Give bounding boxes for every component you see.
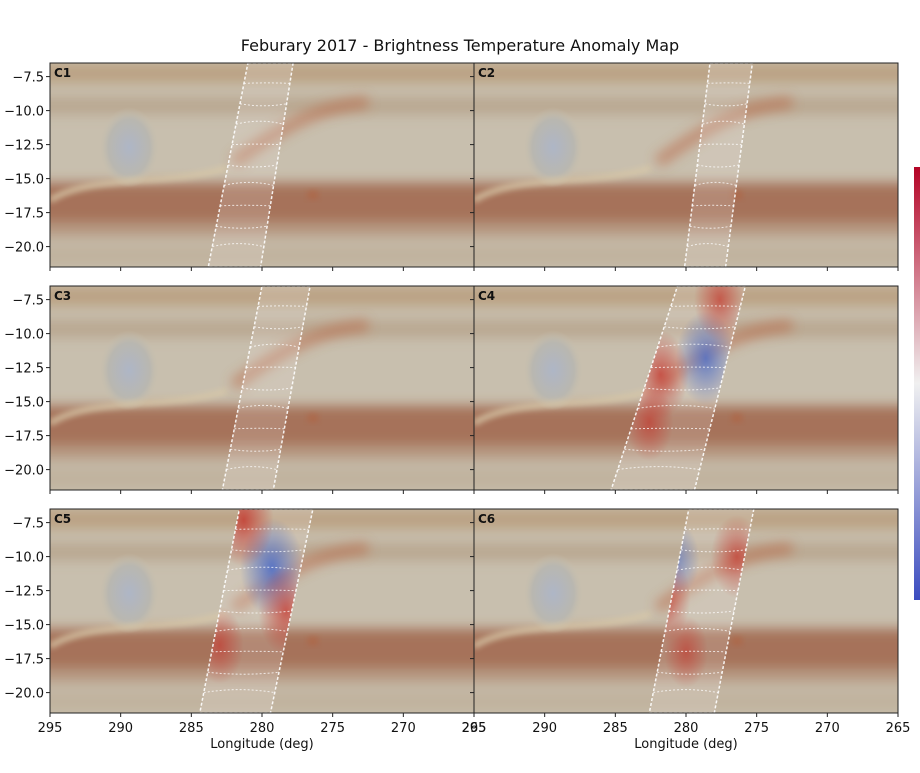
- anomaly-strip: [684, 63, 753, 267]
- panel-label: C6: [478, 512, 495, 526]
- anomaly-strip: [222, 286, 311, 490]
- strip-outline: [221, 286, 311, 490]
- y-tick-label: −15.0: [4, 173, 44, 188]
- panel-label: C3: [54, 289, 71, 303]
- y-tick-label: −20.0: [4, 687, 44, 702]
- panel-label: C5: [54, 512, 71, 526]
- y-tick-label: −17.5: [4, 430, 44, 445]
- x-tick-label: 295: [462, 721, 487, 736]
- colorbar: [914, 167, 920, 600]
- y-tick-label: −7.5: [12, 71, 44, 86]
- panel-c1: C1 −7.5 −10.0 −12.5 −15.0 −17.5 −20.0: [4, 62, 475, 271]
- y-tick-label: −12.5: [4, 585, 44, 600]
- x-tick-label: 295: [38, 721, 63, 736]
- x-tick-label: 275: [744, 721, 769, 736]
- x-tick-label: 290: [532, 721, 557, 736]
- y-tick-label: −7.5: [12, 294, 44, 309]
- x-tick-label: 270: [391, 721, 416, 736]
- strip-outline: [683, 63, 754, 267]
- y-tick-label: −10.0: [4, 551, 44, 566]
- y-tick-label: −20.0: [4, 241, 44, 256]
- jupiter-background: [474, 286, 898, 490]
- panel-c4: C4: [470, 285, 899, 494]
- y-tick-label: −12.5: [4, 139, 44, 154]
- x-tick-label: 285: [603, 721, 628, 736]
- jupiter-background: [474, 509, 898, 713]
- y-tick-label: −10.0: [4, 105, 44, 120]
- y-tick-label: −12.5: [4, 362, 44, 377]
- x-tick-label: 280: [250, 721, 275, 736]
- x-tick-label: 270: [815, 721, 840, 736]
- panel-label: C4: [478, 289, 495, 303]
- y-tick-label: −7.5: [12, 517, 44, 532]
- panel-c6: C6: [470, 508, 899, 717]
- x-tick-label: 280: [674, 721, 699, 736]
- y-tick-label: −17.5: [4, 653, 44, 668]
- y-tick-label: −15.0: [4, 619, 44, 634]
- figure-title: Feburary 2017 - Brightness Temperature A…: [241, 36, 679, 55]
- x-axis-label: Longitude (deg): [210, 737, 313, 752]
- strip-outline: [199, 509, 314, 713]
- jupiter-background: [50, 509, 474, 713]
- x-tick-label: 265: [886, 721, 911, 736]
- anomaly-strip: [208, 63, 294, 267]
- panel-c3: C3 −7.5 −10.0 −12.5 −15.0 −17.5 −20.0: [4, 285, 475, 494]
- x-tick-label: 275: [320, 721, 345, 736]
- jupiter-background: [50, 286, 474, 490]
- jupiter-background: [474, 63, 898, 267]
- warm-anomaly: [693, 286, 746, 342]
- y-tick-label: −15.0: [4, 396, 44, 411]
- panel-c2: C2: [470, 62, 899, 271]
- strip-outline: [648, 509, 755, 713]
- panel-label: C2: [478, 66, 495, 80]
- x-axis-label: Longitude (deg): [634, 737, 737, 752]
- panel-label: C1: [54, 66, 71, 80]
- x-tick-label: 290: [108, 721, 133, 736]
- y-tick-label: −17.5: [4, 207, 44, 222]
- x-tick-label: 285: [179, 721, 204, 736]
- x-tick-label: 265: [462, 721, 487, 736]
- panel-c5: C5 −7.5 −10.0 −12.5 −15.0 −17.5 −20.0: [4, 508, 475, 717]
- y-tick-label: −10.0: [4, 328, 44, 343]
- y-tick-label: −20.0: [4, 464, 44, 479]
- jupiter-background: [50, 63, 474, 267]
